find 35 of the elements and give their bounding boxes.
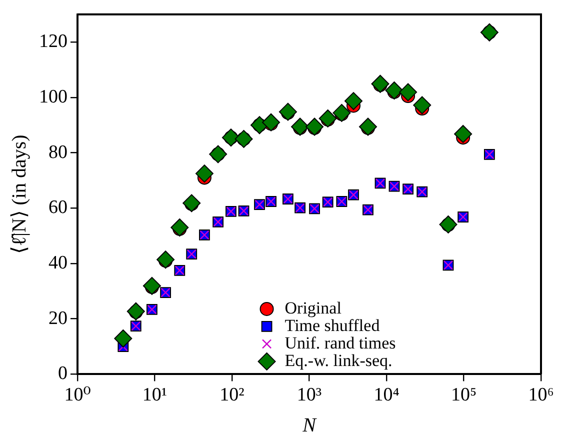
y-tick-label: 60 — [48, 197, 68, 218]
point — [385, 82, 404, 100]
x-tick-label: 10⁵ — [450, 384, 477, 406]
point — [114, 329, 132, 348]
y-tick-label: 0 — [58, 363, 68, 384]
point — [262, 113, 280, 132]
y-tick-label: 40 — [48, 252, 68, 274]
point — [344, 92, 363, 110]
y-tick-label: 80 — [48, 142, 68, 163]
x-axis-title: N — [302, 414, 318, 436]
x-tick-label: 10⁶ — [528, 384, 554, 406]
x-tick-label: 10¹ — [142, 384, 168, 406]
legend-label: Eq.-w. link-seq. — [284, 350, 392, 370]
y-tick-label: 100 — [39, 86, 68, 108]
y-axis-title: ⟨ℓ̂|N⟩ (in days) — [8, 134, 30, 254]
point — [332, 104, 351, 122]
x-tick-label: 10² — [220, 384, 245, 406]
x-tick-label: 10³ — [296, 384, 322, 406]
point — [182, 194, 201, 212]
y-tick-label: 20 — [48, 308, 68, 329]
point — [413, 96, 432, 114]
legend-label: Original — [284, 298, 342, 318]
x-tick-label: 10⁰ — [64, 384, 92, 406]
point — [195, 164, 214, 183]
point — [306, 118, 324, 136]
point — [126, 302, 145, 320]
point — [358, 118, 377, 136]
point — [142, 276, 161, 295]
legend-label: Unif. rand times — [284, 333, 396, 352]
point — [291, 118, 310, 136]
x-tick-label: 10⁴ — [374, 384, 400, 406]
point — [371, 74, 390, 93]
point — [318, 109, 337, 128]
point — [399, 83, 418, 102]
y-tick-label: 120 — [39, 31, 68, 52]
